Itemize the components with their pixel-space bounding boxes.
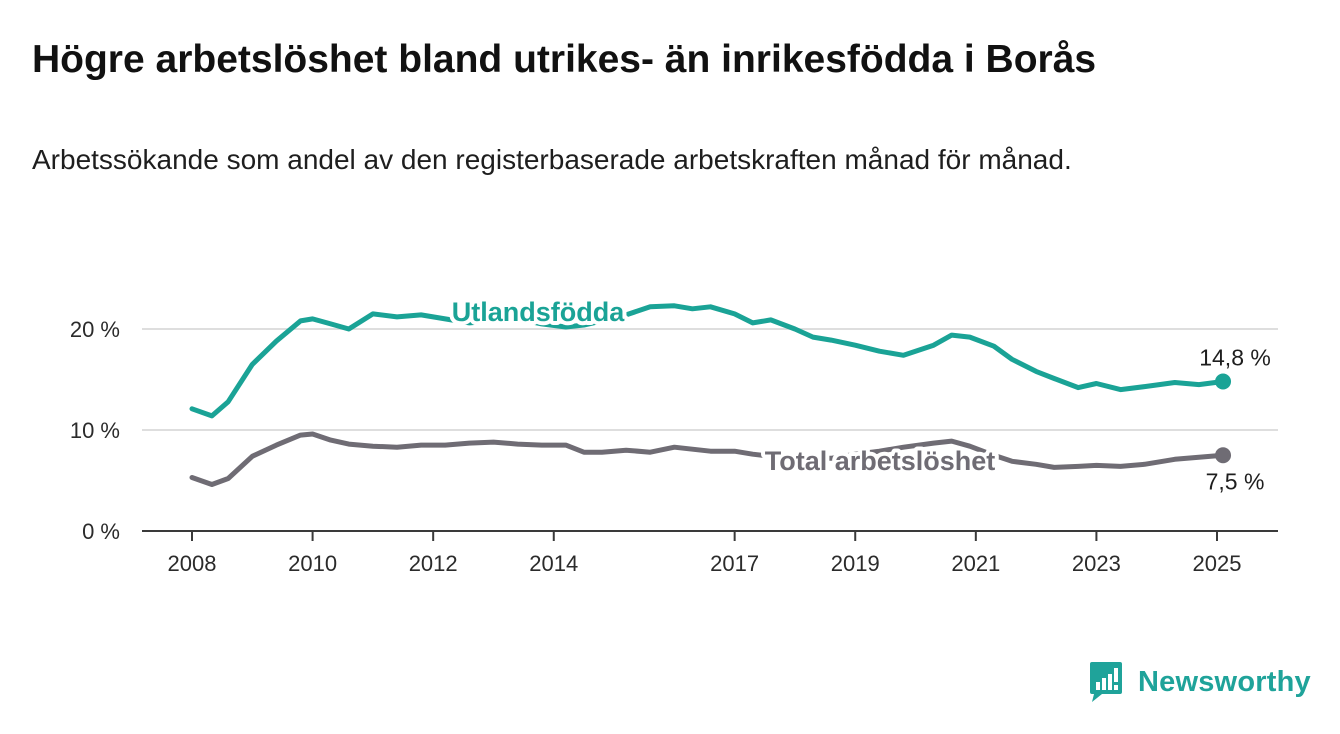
grid-lines: [142, 328, 1278, 431]
y-tick-label: 20 %: [70, 317, 120, 342]
series-line-0: [189, 303, 1226, 419]
labels: 14,8 % 7,5 % Utlandsfödda Total arbetslöshe…: [448, 293, 1271, 494]
x-tick-label: 2019: [831, 551, 880, 576]
series-end-label-0: 14,8 %: [1199, 345, 1271, 371]
x-tick-label: 2010: [288, 551, 337, 576]
axes: 0 % 10 % 20 % 2008 2010 2012 2014 2017 2019 2021 2…: [70, 317, 1278, 576]
y-tick-label: 0 %: [82, 519, 120, 544]
series-line-1: [189, 431, 1226, 487]
x-tick-label: 2025: [1193, 551, 1242, 576]
series-lines: [189, 303, 1232, 487]
chart-subtitle: Arbetssökande som andel av den registerb…: [32, 144, 1072, 175]
series-end-marker-1: [1215, 447, 1232, 464]
newsworthy-logo-icon: [1090, 662, 1122, 702]
x-tick-label: 2014: [529, 551, 578, 576]
brand-name: Newsworthy: [1138, 665, 1311, 698]
series-name-label-0: Utlandsfödda: [452, 297, 625, 327]
chart-title: Högre arbetslöshet bland utrikes- än inr…: [32, 38, 1097, 81]
series-end-label-1: 7,5 %: [1206, 468, 1265, 494]
x-tick-label: 2021: [951, 551, 1000, 576]
series-name-label-1: Total arbetslöshet: [765, 446, 996, 476]
series-end-marker-0: [1215, 373, 1232, 390]
y-tick-label: 10 %: [70, 418, 120, 443]
brand: Newsworthy: [1088, 660, 1311, 704]
x-tick-label: 2017: [710, 551, 759, 576]
x-tick-label: 2023: [1072, 551, 1121, 576]
x-tick-label: 2008: [168, 551, 217, 576]
x-tick-label: 2012: [409, 551, 458, 576]
